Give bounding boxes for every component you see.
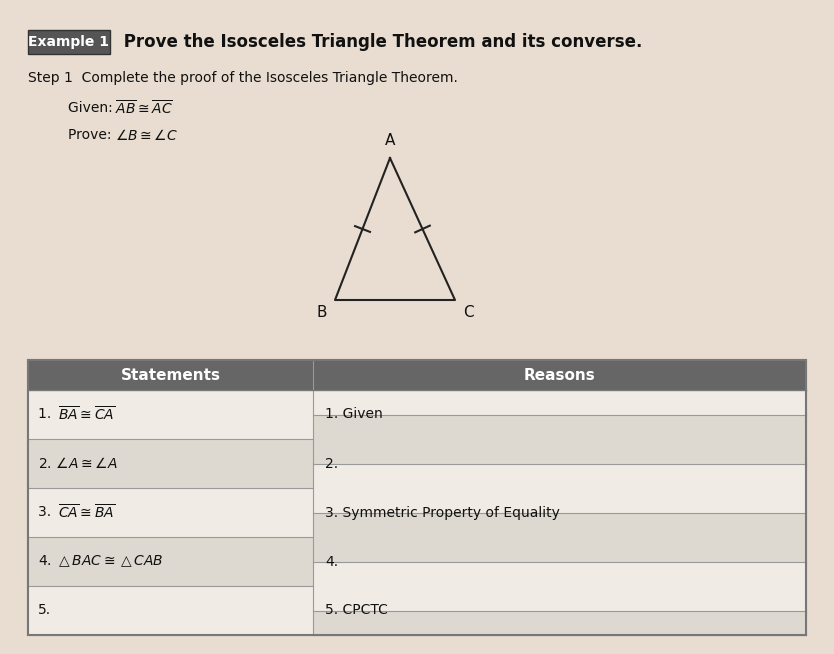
Text: $\angle B \cong \angle C$: $\angle B \cong \angle C$	[115, 128, 178, 143]
Text: Prove the Isosceles Triangle Theorem and its converse.: Prove the Isosceles Triangle Theorem and…	[118, 33, 642, 51]
Bar	[313, 415, 806, 464]
Bar	[28, 360, 806, 635]
Bar	[28, 488, 313, 537]
Bar	[313, 562, 806, 610]
Bar	[28, 30, 110, 54]
Text: $\overline{CA} \cong \overline{BA}$: $\overline{CA} \cong \overline{BA}$	[58, 504, 115, 522]
Text: Step 1  Complete the proof of the Isosceles Triangle Theorem.: Step 1 Complete the proof of the Isoscel…	[28, 71, 458, 85]
Text: Example 1: Example 1	[28, 35, 109, 49]
Text: Statements: Statements	[120, 368, 220, 383]
Text: Prove:: Prove:	[68, 128, 116, 142]
Text: 3.: 3.	[38, 506, 56, 519]
Bar	[28, 360, 806, 390]
Text: Reasons: Reasons	[524, 368, 595, 383]
Bar	[313, 513, 806, 562]
Text: $\overline{AB} \cong \overline{AC}$: $\overline{AB} \cong \overline{AC}$	[115, 99, 173, 117]
Text: C: C	[463, 305, 474, 320]
Bar	[28, 390, 313, 439]
Bar	[28, 537, 313, 586]
Text: B: B	[316, 305, 327, 320]
Text: 2.: 2.	[325, 456, 338, 470]
Bar	[28, 360, 806, 635]
Text: 1. Given: 1. Given	[325, 407, 383, 421]
Bar	[313, 390, 806, 415]
Text: A: A	[384, 133, 395, 148]
Text: 5. CPCTC: 5. CPCTC	[325, 604, 388, 617]
Text: 5.: 5.	[38, 604, 51, 617]
Text: 3. Symmetric Property of Equality: 3. Symmetric Property of Equality	[325, 506, 560, 519]
Text: 1.: 1.	[38, 407, 56, 421]
Text: 4.: 4.	[325, 555, 338, 568]
Bar	[313, 464, 806, 513]
Text: Given:: Given:	[68, 101, 117, 115]
Bar	[313, 610, 806, 635]
Text: $\overline{BA} \cong \overline{CA}$: $\overline{BA} \cong \overline{CA}$	[58, 405, 115, 424]
Bar	[28, 439, 313, 488]
Text: 2. $\angle A \cong \angle A$: 2. $\angle A \cong \angle A$	[38, 456, 118, 471]
Bar	[28, 586, 313, 635]
Text: 4. $\triangle BAC \cong \triangle CAB$: 4. $\triangle BAC \cong \triangle CAB$	[38, 554, 163, 570]
